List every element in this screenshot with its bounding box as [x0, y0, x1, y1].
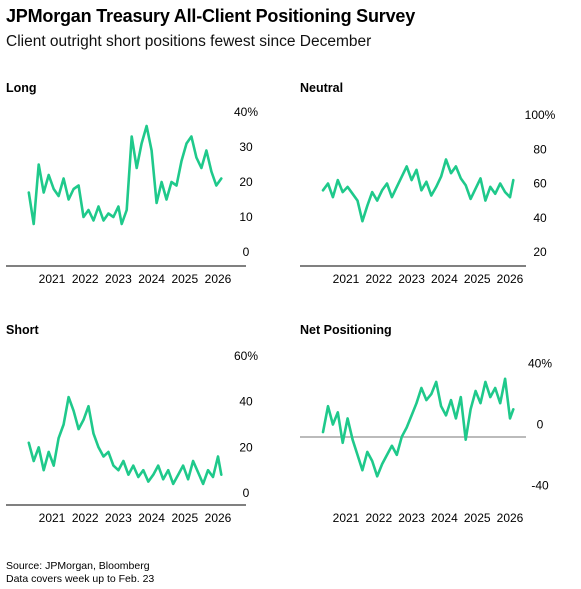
y-tick-label: 20	[239, 175, 253, 189]
footer: Source: JPMorgan, Bloomberg Data covers …	[6, 560, 154, 586]
series-line	[321, 377, 515, 478]
series-line	[27, 124, 223, 226]
y-tick-label: 40%	[528, 357, 552, 371]
x-tick-label: 2025	[464, 272, 491, 286]
y-tick-label: 60	[533, 177, 547, 191]
x-tick-label: 2025	[171, 272, 198, 286]
x-tick-label: 2024	[431, 272, 458, 286]
chart-subtitle: Client outright short positions fewest s…	[6, 33, 372, 50]
x-tick-label: 2026	[497, 511, 524, 525]
x-tick-label: 2022	[365, 272, 392, 286]
x-tick-label: 2025	[464, 511, 491, 525]
panel-net-positioning: Net Positioning 40% 0 -40 2021 2022 2023 2024 20…	[300, 323, 552, 525]
x-tick-label: 2026	[497, 272, 524, 286]
y-tick-label: 100%	[525, 108, 556, 122]
y-tick-label: 40%	[234, 105, 258, 119]
x-tick-label: 2022	[365, 511, 392, 525]
panel-short: Short 60% 40 20 0 2021 2022 2023 2024 2025 2026	[6, 323, 258, 525]
x-tick-label: 2023	[105, 272, 132, 286]
panel-title: Short	[6, 323, 39, 337]
x-tick-label: 2021	[39, 272, 66, 286]
x-tick-label: 2021	[333, 272, 360, 286]
x-tick-label: 2025	[171, 511, 198, 525]
panel-title: Net Positioning	[300, 323, 392, 337]
x-tick-label: 2023	[398, 511, 425, 525]
y-tick-label: 10	[239, 210, 253, 224]
x-tick-label: 2026	[205, 272, 232, 286]
y-tick-label: 0	[537, 418, 544, 432]
x-tick-label: 2024	[138, 272, 165, 286]
y-tick-label: 20	[239, 440, 253, 454]
x-tick-label: 2022	[72, 511, 99, 525]
y-tick-label: 40	[239, 395, 253, 409]
coverage-note: Data covers week up to Feb. 23	[6, 573, 155, 585]
x-tick-label: 2024	[431, 511, 458, 525]
panel-title: Long	[6, 81, 37, 95]
y-tick-label: 30	[239, 140, 253, 154]
x-tick-label: 2024	[138, 511, 165, 525]
panel-title: Neutral	[300, 81, 343, 95]
source-note: Source: JPMorgan, Bloomberg	[6, 560, 150, 572]
y-tick-label: 0	[243, 245, 250, 259]
y-tick-label: 20	[533, 245, 547, 259]
x-tick-label: 2021	[333, 511, 360, 525]
x-tick-label: 2026	[205, 511, 232, 525]
y-tick-label: -40	[531, 478, 549, 492]
panel-neutral: Neutral 100% 80 60 40 20 2021 2022 2023 2024 2025 2…	[300, 81, 556, 286]
panel-long: Long 40% 30 20 10 0 2021 2022 2023 2024 2025 2026	[6, 81, 258, 286]
x-tick-label: 2022	[72, 272, 99, 286]
y-tick-label: 60%	[234, 349, 258, 363]
x-tick-label: 2023	[105, 511, 132, 525]
y-tick-label: 80	[533, 142, 547, 156]
x-tick-label: 2021	[39, 511, 66, 525]
series-line	[27, 395, 223, 486]
x-tick-label: 2023	[398, 272, 425, 286]
y-tick-label: 40	[533, 211, 547, 225]
series-line	[321, 158, 515, 223]
chart-title: JPMorgan Treasury All-Client Positioning…	[6, 6, 416, 26]
y-tick-label: 0	[243, 486, 250, 500]
